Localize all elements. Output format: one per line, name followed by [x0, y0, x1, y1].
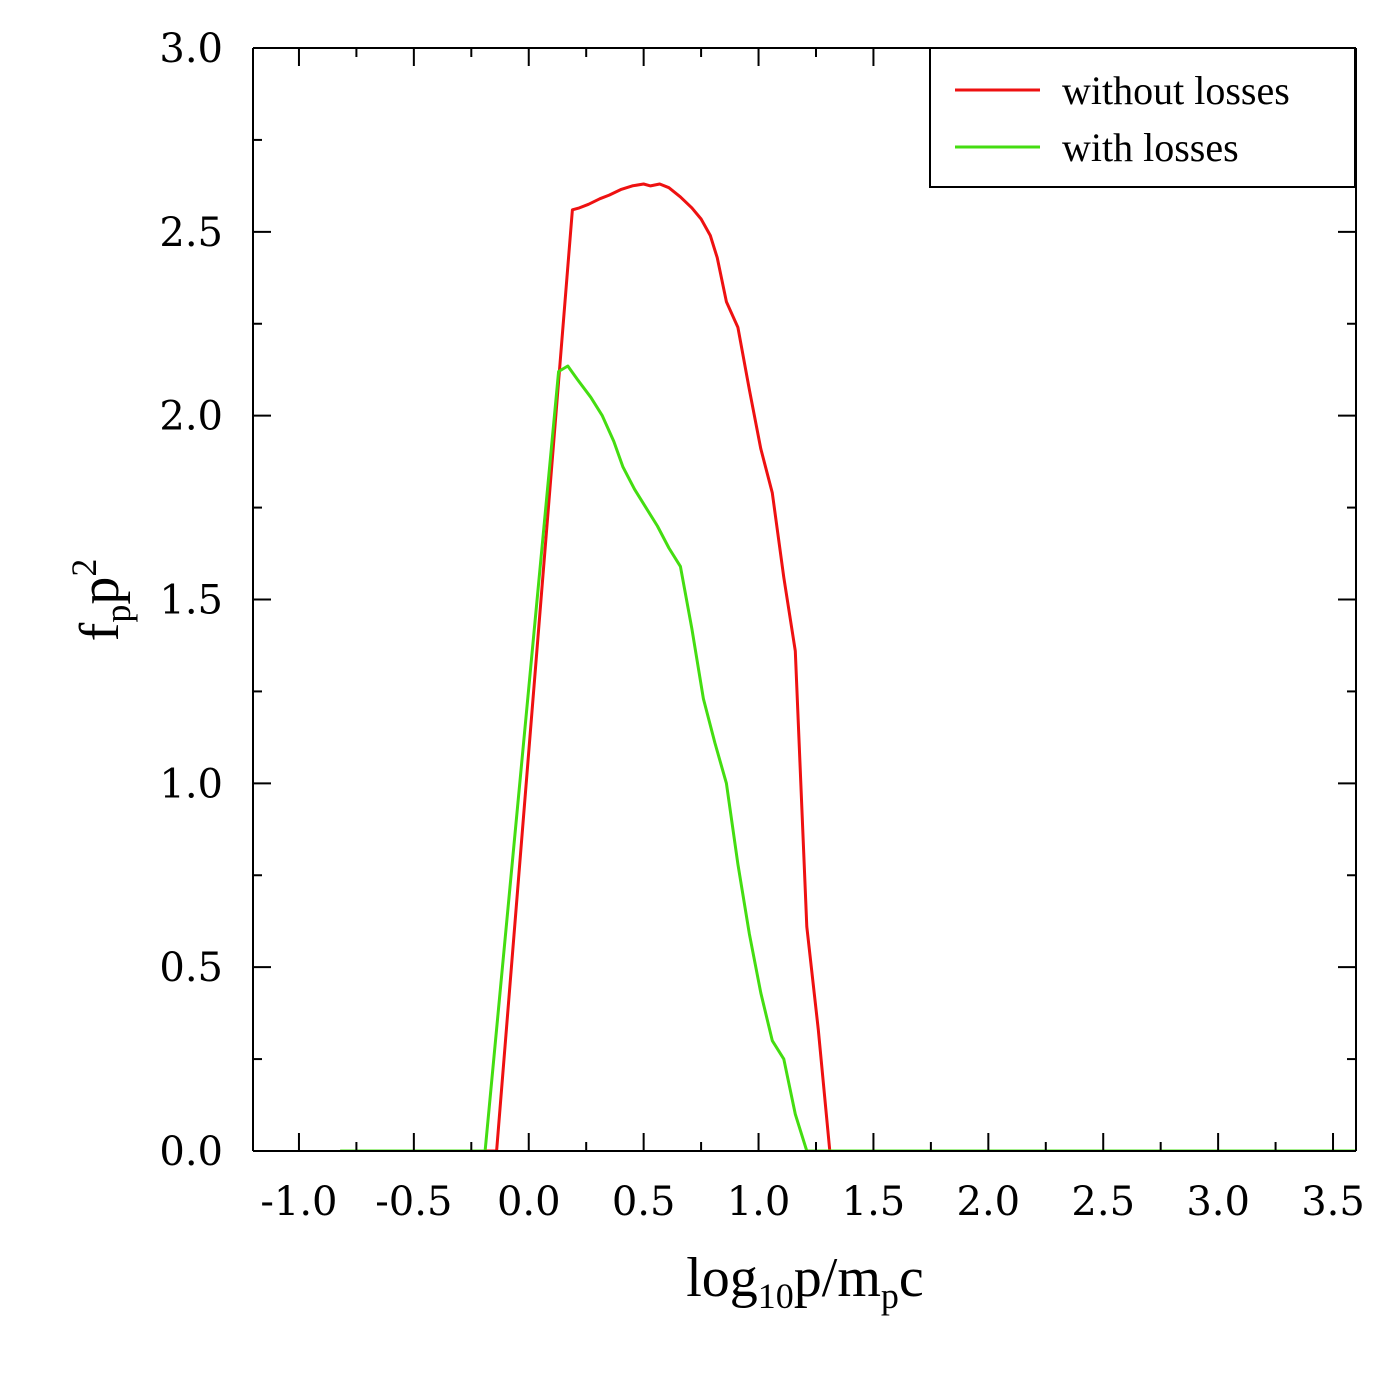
x-tick-label: -0.5 [375, 1179, 452, 1225]
y-axis-title-sup: 2 [64, 559, 104, 577]
x-tick-label: -1.0 [260, 1179, 337, 1225]
x-tick-label: 3.5 [1301, 1179, 1365, 1225]
y-tick-label: 2.0 [159, 394, 223, 440]
x-tick-label: 0.5 [612, 1179, 676, 1225]
x-tick-label: 1.5 [842, 1179, 906, 1225]
series-line-without-losses [340, 182, 1356, 1151]
y-axis-title: fpp2 [64, 559, 138, 642]
series-line-with-losses [340, 364, 1356, 1151]
x-axis-title-sub2: p [881, 1276, 899, 1316]
x-axis-title-end: c [899, 1247, 924, 1309]
y-axis-title-mid: p [69, 577, 131, 605]
x-tick-label: 2.5 [1071, 1179, 1135, 1225]
legend: without losses with losses [929, 47, 1356, 188]
x-axis-title: log10p/mpc [686, 1247, 924, 1316]
y-axis-title-base: f [69, 622, 131, 641]
y-tick-label: 1.5 [159, 578, 223, 624]
y-axis-title-sub: p [98, 605, 138, 623]
x-axis-title-sub: 10 [758, 1276, 794, 1316]
x-tick-label: 1.0 [727, 1179, 791, 1225]
y-tick-label: 0.0 [159, 1129, 223, 1175]
x-tick-label: 0.0 [497, 1179, 561, 1225]
y-tick-label: 0.5 [159, 945, 223, 991]
y-tick-label: 2.5 [159, 210, 223, 256]
y-tick-label: 3.0 [159, 26, 223, 72]
legend-box [929, 47, 1356, 188]
x-tick-label: 2.0 [957, 1179, 1021, 1225]
y-tick-label: 1.0 [159, 761, 223, 807]
legend-label-without-losses: without losses [1062, 68, 1290, 113]
x-tick-label: 3.0 [1186, 1179, 1250, 1225]
x-axis-title-base: log [686, 1247, 758, 1309]
legend-label-with-losses: with losses [1062, 125, 1239, 170]
x-axis-title-mid: p/m [794, 1247, 881, 1309]
